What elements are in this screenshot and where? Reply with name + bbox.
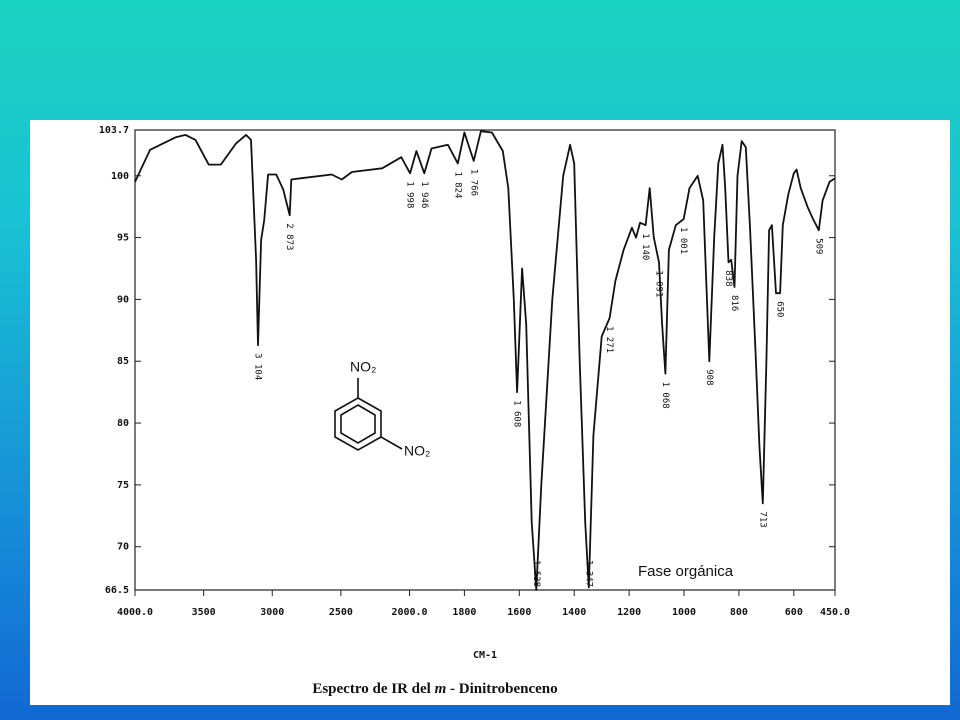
peak-label: 1 824 (452, 171, 462, 198)
peak-label: 1 140 (640, 233, 650, 260)
peak-label: 3 104 (252, 353, 262, 380)
bond (380, 436, 403, 450)
x-tick-label: 800 (730, 607, 748, 618)
x-axis-label: CM-1 (473, 650, 497, 661)
x-tick-label: 1600 (507, 607, 531, 618)
y-tick-label: 66.5 (105, 585, 129, 596)
peak-label: 838 (723, 270, 733, 286)
caption-part: - Dinitrobenceno (446, 681, 557, 697)
y-tick-label: 80 (117, 418, 129, 429)
annotation: Fase orgánica (638, 563, 734, 580)
y-tick-label: 85 (117, 356, 129, 367)
x-tick-label: 1800 (452, 607, 476, 618)
peak-label: 908 (704, 369, 714, 385)
substituent-label: NO₂ (350, 359, 376, 375)
plot-frame (134, 129, 836, 591)
caption-part: Espectro de IR del (312, 681, 434, 697)
peak-label: 1 998 (405, 181, 415, 208)
peak-label: 1 946 (419, 181, 429, 208)
x-tick-label: 3000 (260, 607, 284, 618)
spectrum-line (134, 130, 836, 591)
structure (334, 378, 403, 451)
y-tick-label: 90 (117, 294, 129, 305)
peak-label: 1 091 (654, 270, 664, 297)
substituent-label: NO₂ (404, 443, 430, 459)
y-tick-label: 70 (117, 542, 129, 553)
peak-label: 2 873 (284, 223, 294, 250)
caption: Espectro de IR del m - Dinitrobenceno (312, 681, 557, 697)
x-tick-label: 1200 (617, 607, 641, 618)
peak-label: 1 068 (660, 382, 670, 409)
benzene-ring (334, 397, 382, 451)
y-tick-label: 100 (111, 171, 129, 182)
x-tick-label: 450.0 (820, 607, 850, 618)
caption-part: m (435, 681, 447, 697)
benzene-inner (340, 404, 376, 444)
y-tick-label: 95 (117, 233, 129, 244)
x-tick-label: 1000 (672, 607, 696, 618)
peak-label: 816 (729, 295, 739, 311)
peak-label: 1 766 (468, 169, 478, 196)
x-tick-label: 1400 (562, 607, 586, 618)
x-tick-label: 2000.0 (391, 607, 427, 618)
peak-label: 713 (757, 511, 767, 527)
x-tick-label: 600 (785, 607, 803, 618)
y-tick-label: 75 (117, 480, 129, 491)
panel (30, 120, 950, 705)
x-tick-label: 2500 (329, 607, 353, 618)
x-tick-label: 3500 (192, 607, 216, 618)
y-tick-label: 103.7 (99, 125, 129, 136)
peak-label: 1 347 (583, 560, 593, 587)
peak-label: 650 (775, 301, 785, 317)
x-tick-label: 4000.0 (117, 607, 153, 618)
peak-label: 1 001 (678, 227, 688, 254)
peak-label: 1 271 (604, 326, 614, 353)
peak-label: 1 538 (531, 560, 541, 587)
peak-label: 509 (813, 238, 823, 254)
peak-label: 1 608 (512, 400, 522, 427)
